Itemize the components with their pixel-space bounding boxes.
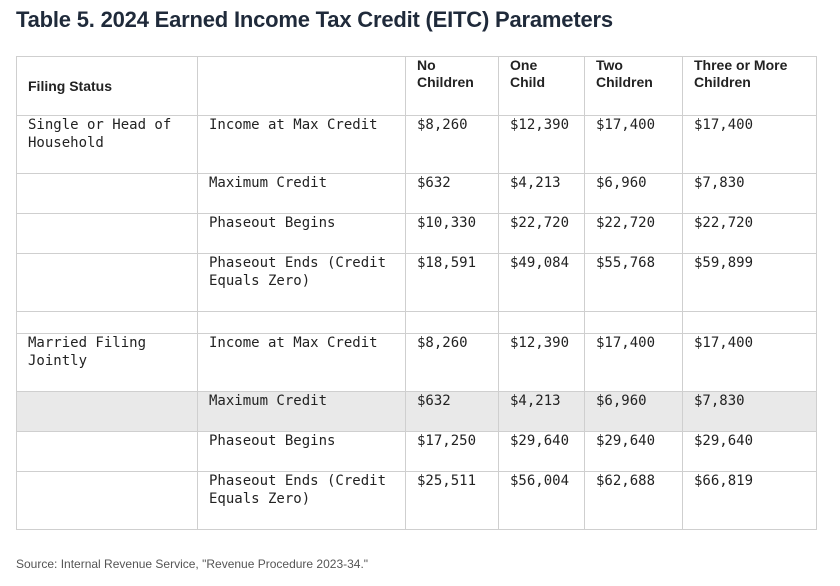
- value-cell: $17,400: [682, 333, 817, 392]
- parameter-label: Maximum Credit: [197, 173, 406, 214]
- table-row: Maximum Credit $632 $4,213 $6,960 $7,830: [16, 173, 817, 214]
- table-row: Single or Head of Household Income at Ma…: [16, 115, 817, 174]
- value-cell: $7,830: [682, 391, 817, 432]
- value-cell: $17,400: [682, 115, 817, 174]
- value-cell: $49,084: [498, 253, 585, 312]
- value-cell: $10,330: [405, 213, 499, 254]
- parameter-label: Phaseout Begins: [197, 213, 406, 254]
- filing-status-cell: [16, 391, 198, 432]
- value-cell: $55,768: [584, 253, 683, 312]
- parameter-label: Phaseout Ends (Credit Equals Zero): [197, 471, 406, 530]
- filing-status-cell: [16, 213, 198, 254]
- filing-status-cell: [16, 471, 198, 530]
- value-cell: $25,511: [405, 471, 499, 530]
- value-cell: $12,390: [498, 333, 585, 392]
- spacer-cell: [498, 311, 585, 334]
- value-cell: $8,260: [405, 333, 499, 392]
- value-cell: $632: [405, 391, 499, 432]
- filing-status-cell: [16, 173, 198, 214]
- header-three-or-more-children: Three or More Children: [682, 56, 817, 116]
- table-row: Phaseout Begins $17,250 $29,640 $29,640 …: [16, 431, 817, 472]
- value-cell: $66,819: [682, 471, 817, 530]
- value-cell: $17,400: [584, 115, 683, 174]
- table-row-highlighted: Maximum Credit $632 $4,213 $6,960 $7,830: [16, 391, 817, 432]
- spacer-cell: [197, 311, 406, 334]
- parameter-label: Phaseout Ends (Credit Equals Zero): [197, 253, 406, 312]
- value-cell: $62,688: [584, 471, 683, 530]
- value-cell: $22,720: [682, 213, 817, 254]
- header-blank: [197, 56, 406, 116]
- value-cell: $632: [405, 173, 499, 214]
- value-cell: $22,720: [584, 213, 683, 254]
- value-cell: $59,899: [682, 253, 817, 312]
- value-cell: $17,250: [405, 431, 499, 472]
- value-cell: $8,260: [405, 115, 499, 174]
- filing-status-cell: Married Filing Jointly: [16, 333, 198, 392]
- header-two-children: Two Children: [584, 56, 683, 116]
- parameter-label: Phaseout Begins: [197, 431, 406, 472]
- spacer-cell: [584, 311, 683, 334]
- value-cell: $17,400: [584, 333, 683, 392]
- value-cell: $29,640: [498, 431, 585, 472]
- header-filing-status: Filing Status: [16, 56, 198, 116]
- table-row: Phaseout Ends (Credit Equals Zero) $25,5…: [16, 471, 817, 530]
- source-note: Source: Internal Revenue Service, "Reven…: [16, 557, 369, 571]
- value-cell: $56,004: [498, 471, 585, 530]
- parameter-label: Income at Max Credit: [197, 115, 406, 174]
- filing-status-cell: [16, 431, 198, 472]
- parameter-label: Maximum Credit: [197, 391, 406, 432]
- value-cell: $4,213: [498, 173, 585, 214]
- eitc-parameters-table: Filing Status No Children One Child Two …: [16, 56, 817, 530]
- table-row: Married Filing Jointly Income at Max Cre…: [16, 333, 817, 392]
- spacer-cell: [16, 311, 198, 334]
- value-cell: $4,213: [498, 391, 585, 432]
- filing-status-cell: Single or Head of Household: [16, 115, 198, 174]
- table-title: Table 5. 2024 Earned Income Tax Credit (…: [16, 7, 613, 32]
- spacer-cell: [405, 311, 499, 334]
- spacer-cell: [682, 311, 817, 334]
- table-header-row: Filing Status No Children One Child Two …: [16, 56, 817, 116]
- filing-status-cell: [16, 253, 198, 312]
- spacer-row: [16, 311, 817, 334]
- header-no-children: No Children: [405, 56, 499, 116]
- header-one-child: One Child: [498, 56, 585, 116]
- table-row: Phaseout Begins $10,330 $22,720 $22,720 …: [16, 213, 817, 254]
- parameter-label: Income at Max Credit: [197, 333, 406, 392]
- table-row: Phaseout Ends (Credit Equals Zero) $18,5…: [16, 253, 817, 312]
- value-cell: $29,640: [682, 431, 817, 472]
- value-cell: $18,591: [405, 253, 499, 312]
- value-cell: $7,830: [682, 173, 817, 214]
- value-cell: $6,960: [584, 173, 683, 214]
- value-cell: $6,960: [584, 391, 683, 432]
- value-cell: $22,720: [498, 213, 585, 254]
- value-cell: $12,390: [498, 115, 585, 174]
- value-cell: $29,640: [584, 431, 683, 472]
